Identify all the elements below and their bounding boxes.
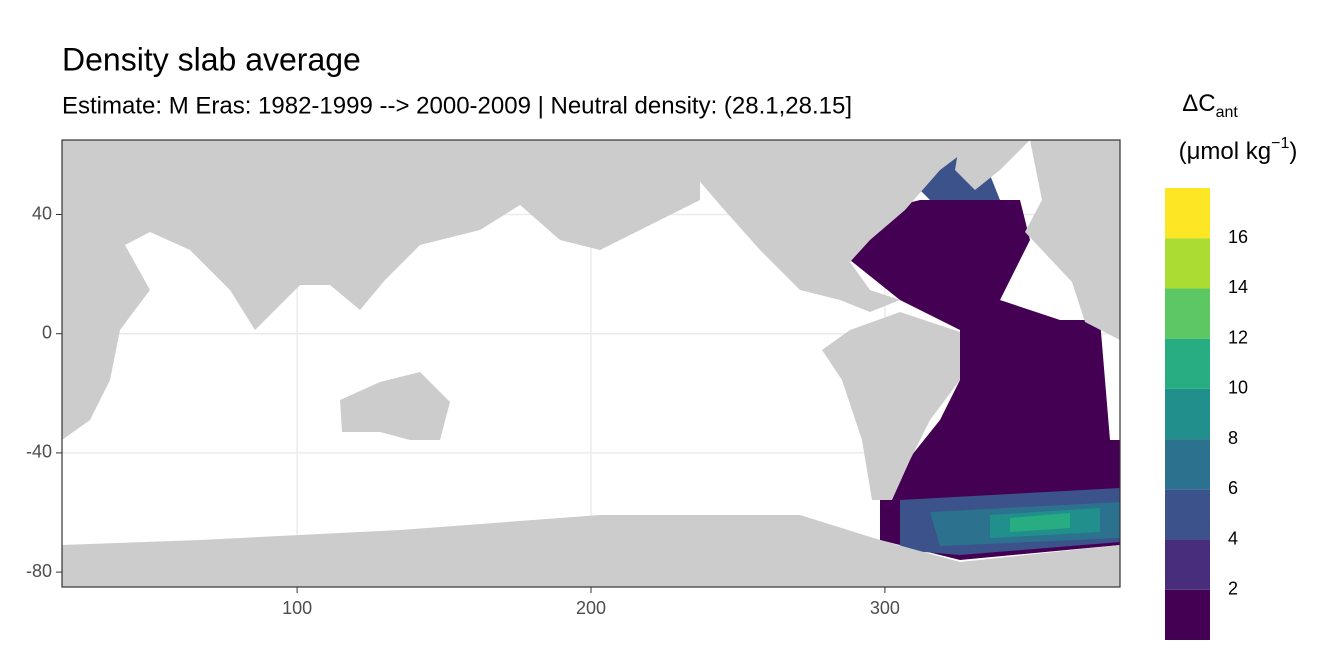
legend-tick-label: 6: [1228, 478, 1238, 498]
data-region: [1010, 513, 1070, 532]
land-australia: [340, 372, 450, 440]
legend-unit: (μmol kg−1): [1179, 135, 1298, 165]
land-north-america: [690, 140, 980, 312]
legend-title-main: ΔC: [1182, 90, 1215, 117]
chart-title: Density slab average: [62, 41, 361, 77]
land-antarctica: [62, 515, 1120, 587]
y-tick-label: 0: [42, 322, 52, 342]
land: [62, 140, 1120, 587]
x-tick-label: 100: [282, 598, 312, 618]
legend-swatch: [1165, 238, 1210, 289]
y-tick-label: -80: [26, 561, 52, 581]
legend-swatch: [1165, 388, 1210, 440]
legend-tick-label: 14: [1228, 277, 1248, 297]
legend-tick-label: 16: [1228, 227, 1248, 247]
legend-tick-label: 12: [1228, 327, 1248, 347]
legend: 2 4 6 8 10 12 14 16: [1165, 188, 1248, 640]
legend-tick-label: 4: [1228, 528, 1238, 548]
legend-unit-main: (μmol kg: [1179, 138, 1272, 165]
data-field: [840, 150, 1120, 560]
axes: 100 200 300 -80 -40 0 40: [26, 203, 900, 618]
data-region: [840, 200, 1120, 560]
legend-unit-sup: −1: [1271, 135, 1289, 152]
legend-swatch: [1165, 489, 1210, 540]
legend-swatch: [1165, 589, 1210, 640]
x-tick-label: 200: [576, 598, 606, 618]
land-south-america: [822, 312, 960, 500]
legend-tick-label: 10: [1228, 378, 1248, 398]
legend-tick-label: 8: [1228, 428, 1238, 448]
legend-swatch: [1165, 338, 1210, 389]
legend-swatch: [1165, 188, 1210, 239]
legend-swatch: [1165, 539, 1210, 590]
land-europe-africa: [1025, 140, 1120, 340]
legend-title: ΔCant: [1182, 90, 1238, 121]
land-eurasia-africa: [62, 140, 700, 440]
chart-subtitle: Estimate: M Eras: 1982-1999 --> 2000-200…: [62, 92, 852, 119]
land-greenland: [955, 140, 1030, 190]
x-tick-label: 300: [870, 598, 900, 618]
legend-swatch: [1165, 439, 1210, 490]
y-tick-label: 40: [32, 203, 52, 223]
legend-tick-label: 2: [1228, 579, 1238, 599]
legend-swatch: [1165, 288, 1210, 339]
legend-unit-close: ): [1289, 138, 1297, 165]
y-tick-label: -40: [26, 442, 52, 462]
legend-title-sub: ant: [1216, 104, 1239, 121]
